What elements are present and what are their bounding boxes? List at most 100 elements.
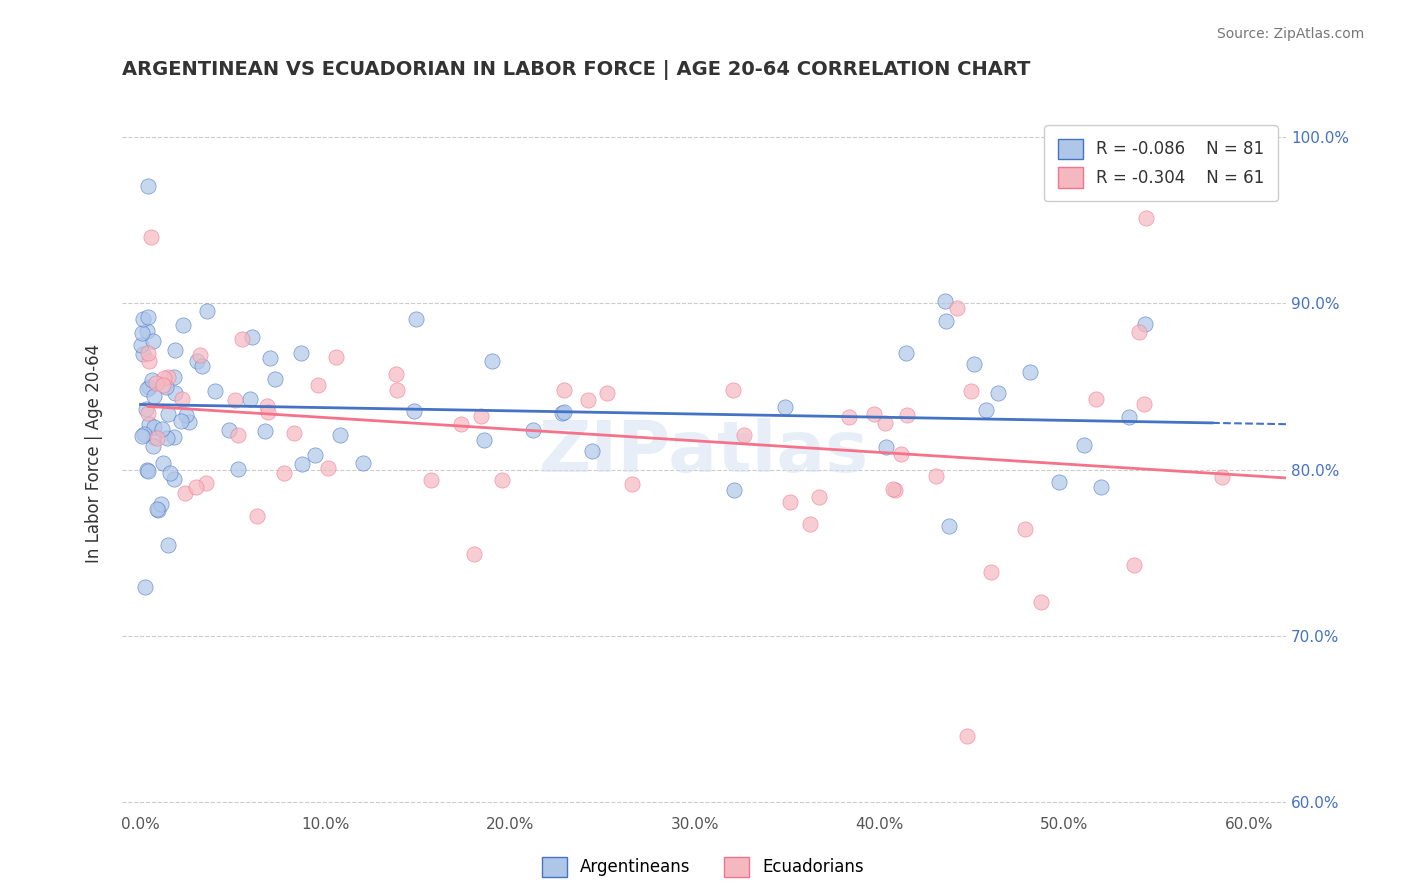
Argentineans xyxy=(136,310,159,324)
Legend: R = -0.086    N = 81, R = -0.304    N = 61: R = -0.086 N = 81, R = -0.304 N = 61 xyxy=(1045,125,1278,201)
Ecuadorians xyxy=(385,384,408,398)
Argentineans xyxy=(163,430,186,444)
Argentineans xyxy=(1090,480,1112,494)
Argentineans xyxy=(522,423,544,437)
Argentineans xyxy=(150,422,173,436)
Argentineans xyxy=(152,456,174,470)
Ecuadorians xyxy=(450,417,472,431)
Ecuadorians xyxy=(420,473,443,487)
Argentineans xyxy=(142,420,165,434)
Ecuadorians xyxy=(576,393,599,408)
Argentineans xyxy=(142,438,165,452)
Ecuadorians xyxy=(1211,469,1233,483)
Argentineans xyxy=(290,346,312,360)
Ecuadorians xyxy=(307,378,329,392)
Ecuadorians xyxy=(231,332,253,346)
Ecuadorians xyxy=(316,460,339,475)
Ecuadorians xyxy=(136,346,159,360)
Argentineans xyxy=(405,312,427,326)
Ecuadorians xyxy=(884,483,907,498)
Ecuadorians xyxy=(1123,558,1146,573)
Argentineans xyxy=(551,406,574,420)
Ecuadorians xyxy=(224,392,246,407)
Legend: Argentineans, Ecuadorians: Argentineans, Ecuadorians xyxy=(536,850,870,884)
Ecuadorians xyxy=(808,490,831,504)
Argentineans xyxy=(773,400,796,414)
Argentineans xyxy=(1049,475,1071,489)
Argentineans xyxy=(723,483,745,497)
Argentineans xyxy=(1019,365,1042,379)
Ecuadorians xyxy=(145,376,167,390)
Argentineans xyxy=(226,462,249,476)
Argentineans xyxy=(186,353,208,368)
Argentineans xyxy=(190,359,212,373)
Ecuadorians xyxy=(882,482,904,496)
Ecuadorians xyxy=(945,301,967,315)
Y-axis label: In Labor Force | Age 20-64: In Labor Force | Age 20-64 xyxy=(86,343,103,563)
Argentineans xyxy=(1133,317,1156,331)
Argentineans xyxy=(875,441,897,455)
Argentineans xyxy=(163,472,186,486)
Ecuadorians xyxy=(838,409,860,424)
Ecuadorians xyxy=(174,486,197,500)
Argentineans xyxy=(304,448,326,462)
Text: Source: ZipAtlas.com: Source: ZipAtlas.com xyxy=(1216,27,1364,41)
Ecuadorians xyxy=(172,392,194,406)
Argentineans xyxy=(134,427,156,442)
Argentineans xyxy=(352,456,374,470)
Ecuadorians xyxy=(1135,211,1157,226)
Argentineans xyxy=(329,428,352,442)
Ecuadorians xyxy=(136,406,159,420)
Ecuadorians xyxy=(733,428,755,442)
Argentineans xyxy=(896,346,918,360)
Argentineans xyxy=(553,405,575,419)
Argentineans xyxy=(159,466,181,480)
Argentineans xyxy=(155,380,177,394)
Ecuadorians xyxy=(890,447,912,461)
Argentineans xyxy=(254,424,277,438)
Argentineans xyxy=(142,334,165,348)
Argentineans xyxy=(935,314,957,328)
Argentineans xyxy=(138,417,160,431)
Ecuadorians xyxy=(595,386,617,401)
Argentineans xyxy=(136,382,159,396)
Argentineans xyxy=(136,464,159,478)
Argentineans xyxy=(131,429,153,443)
Ecuadorians xyxy=(184,480,207,494)
Ecuadorians xyxy=(553,383,575,397)
Ecuadorians xyxy=(1014,522,1036,536)
Argentineans xyxy=(135,325,157,339)
Ecuadorians xyxy=(925,469,948,483)
Argentineans xyxy=(132,311,155,326)
Argentineans xyxy=(156,407,179,421)
Ecuadorians xyxy=(256,399,278,413)
Argentineans xyxy=(963,357,986,371)
Ecuadorians xyxy=(956,729,979,743)
Argentineans xyxy=(263,372,285,386)
Text: ARGENTINEAN VS ECUADORIAN IN LABOR FORCE | AGE 20-64 CORRELATION CHART: ARGENTINEAN VS ECUADORIAN IN LABOR FORCE… xyxy=(122,60,1031,79)
Argentineans xyxy=(218,423,240,437)
Argentineans xyxy=(141,373,163,387)
Ecuadorians xyxy=(491,473,513,487)
Argentineans xyxy=(135,401,157,416)
Argentineans xyxy=(146,502,169,516)
Ecuadorians xyxy=(139,229,162,244)
Argentineans xyxy=(150,497,173,511)
Argentineans xyxy=(146,503,169,517)
Ecuadorians xyxy=(152,370,174,384)
Argentineans xyxy=(172,318,194,333)
Argentineans xyxy=(240,330,263,344)
Argentineans xyxy=(131,326,153,340)
Argentineans xyxy=(132,347,155,361)
Ecuadorians xyxy=(959,384,981,398)
Text: ZIPatlas: ZIPatlas xyxy=(538,418,869,487)
Ecuadorians xyxy=(875,416,897,430)
Ecuadorians xyxy=(385,367,408,381)
Argentineans xyxy=(143,389,166,403)
Ecuadorians xyxy=(1084,392,1107,406)
Ecuadorians xyxy=(779,495,801,509)
Argentineans xyxy=(938,519,960,533)
Argentineans xyxy=(156,432,179,446)
Argentineans xyxy=(142,429,165,443)
Argentineans xyxy=(195,303,218,318)
